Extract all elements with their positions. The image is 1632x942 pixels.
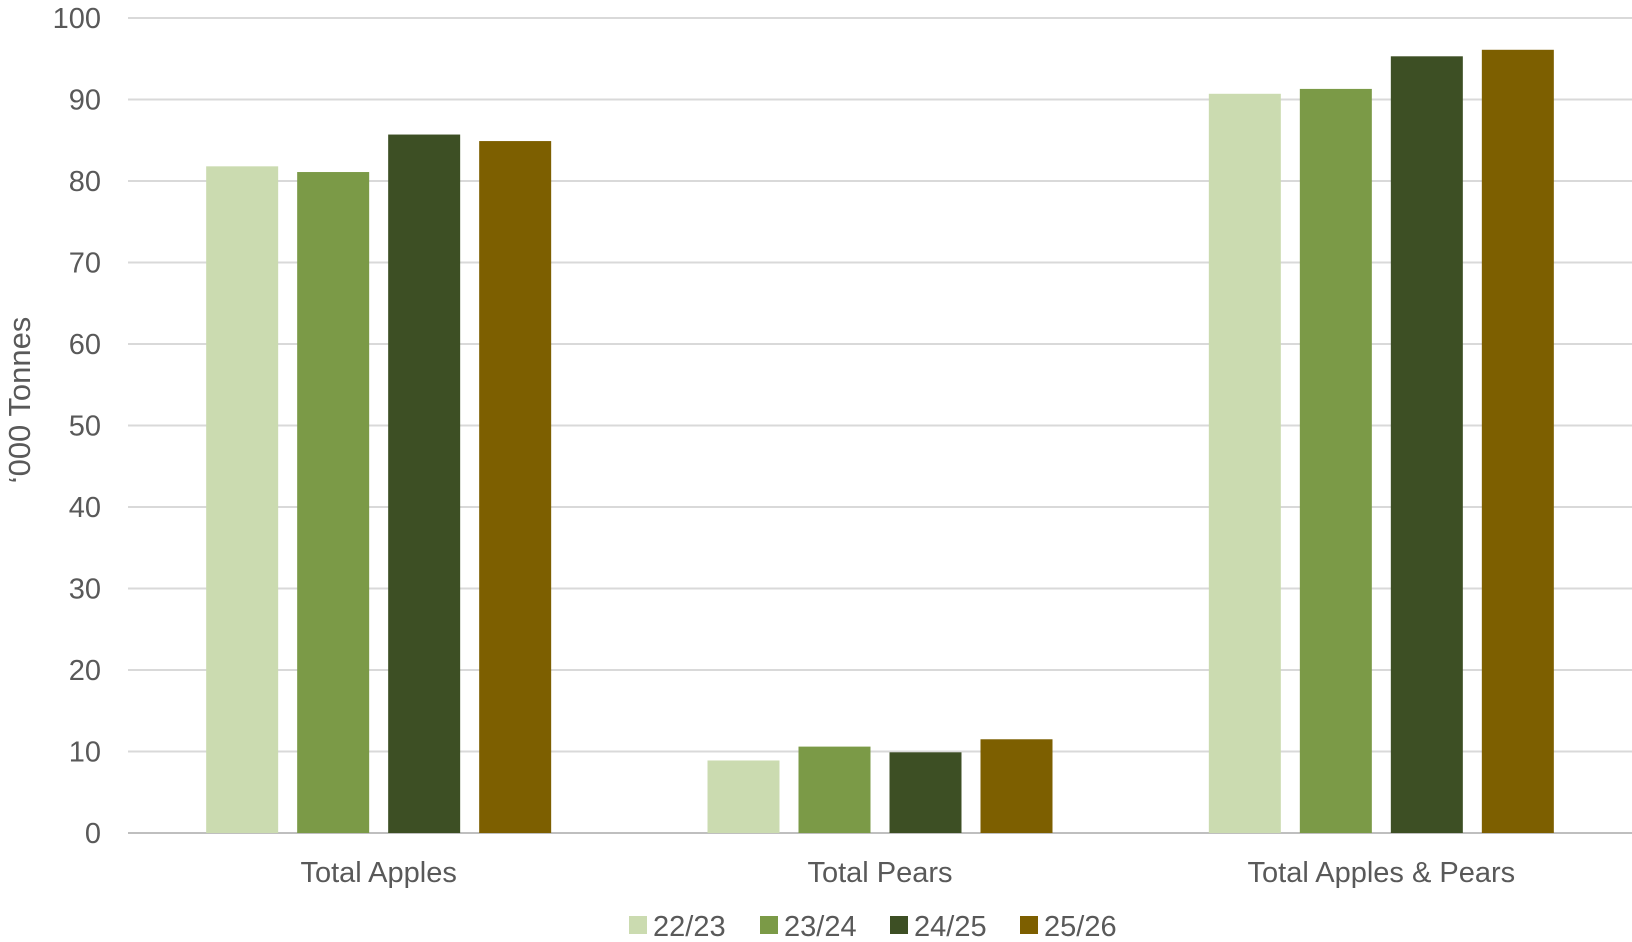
bar-22-23-total-apples-pears xyxy=(1208,93,1281,834)
gridlines xyxy=(128,17,1632,834)
bar-24-25-total-apples xyxy=(388,134,461,834)
y-tick-label: 70 xyxy=(69,248,101,280)
legend-swatch xyxy=(629,916,647,934)
legend-label: 24/25 xyxy=(914,911,987,942)
y-tick-label: 30 xyxy=(69,574,101,606)
legend-label: 23/24 xyxy=(784,911,857,942)
bars xyxy=(206,49,1554,834)
y-tick-label: 0 xyxy=(85,818,101,850)
bar-25-26-total-pears xyxy=(980,739,1053,833)
x-category-label: Total Apples & Pears xyxy=(1248,857,1516,889)
legend-label: 25/26 xyxy=(1044,911,1117,942)
y-axis-ticks: 0 10 20 30 40 50 60 70 80 90 100 xyxy=(53,3,101,850)
bar-23-24-total-pears xyxy=(798,746,871,833)
legend: 22/23 23/24 24/25 25/26 xyxy=(629,911,1117,942)
bar-25-26-total-apples-pears xyxy=(1481,49,1554,834)
legend-swatch xyxy=(760,916,778,934)
y-tick-label: 60 xyxy=(69,329,101,361)
bar-23-24-total-apples xyxy=(297,172,370,833)
y-tick-label: 10 xyxy=(69,737,101,769)
y-tick-label: 80 xyxy=(69,166,101,198)
x-axis-categories: Total Apples Total Pears Total Apples & Pe… xyxy=(300,857,1515,889)
bar-22-23-total-pears xyxy=(707,760,780,833)
y-tick-label: 90 xyxy=(69,85,101,117)
y-tick-label: 40 xyxy=(69,492,101,524)
y-tick-label: 100 xyxy=(53,3,101,35)
bar-25-26-total-apples xyxy=(479,141,552,833)
legend-swatch xyxy=(890,916,908,934)
x-category-label: Total Apples xyxy=(300,857,456,889)
bar-24-25-total-apples-pears xyxy=(1390,56,1463,834)
bar-22-23-total-apples xyxy=(206,166,279,833)
legend-swatch xyxy=(1020,916,1038,934)
bar-23-24-total-apples-pears xyxy=(1299,88,1372,833)
y-tick-label: 20 xyxy=(69,655,101,687)
bar-24-25-total-pears xyxy=(889,752,962,833)
x-category-label: Total Pears xyxy=(807,857,952,889)
y-tick-label: 50 xyxy=(69,411,101,443)
legend-label: 22/23 xyxy=(653,911,726,942)
y-axis-title: ‘000 Tonnes xyxy=(2,317,37,484)
